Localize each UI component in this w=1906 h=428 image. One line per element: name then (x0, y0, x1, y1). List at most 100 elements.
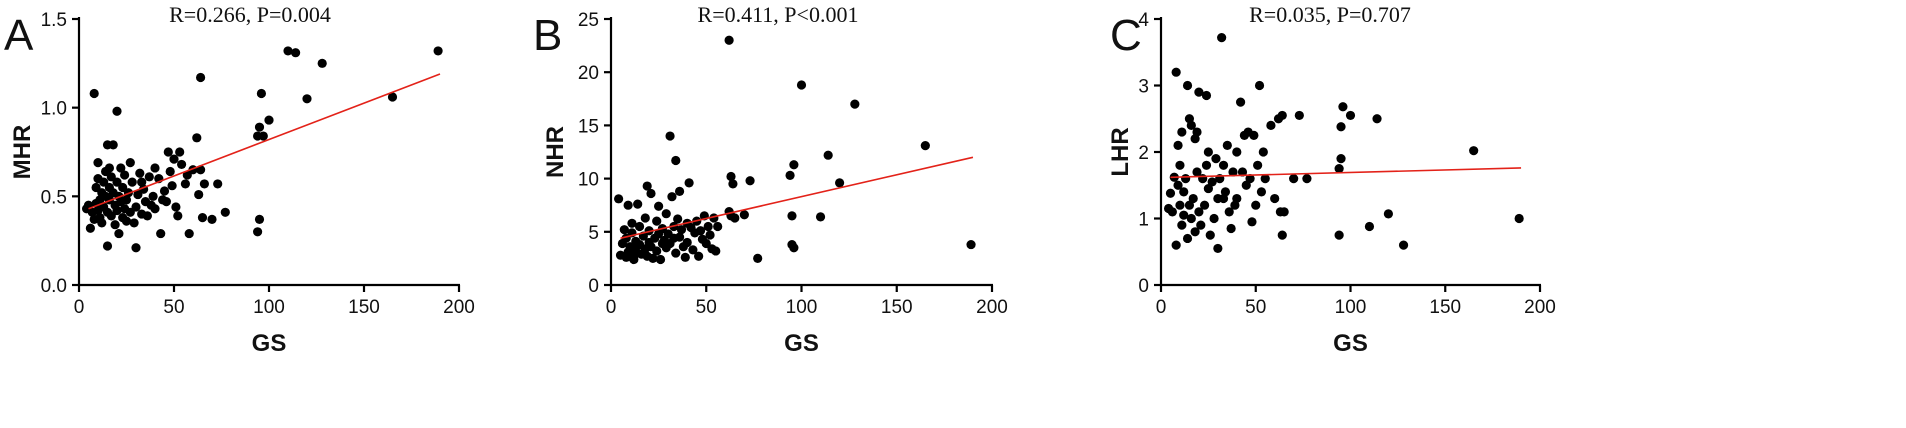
data-point (302, 94, 312, 104)
data-point (646, 188, 656, 199)
data-point (1218, 160, 1229, 170)
data-point (674, 186, 685, 196)
data-point (1199, 200, 1210, 210)
data-point (1196, 220, 1206, 230)
data-point (1188, 193, 1198, 204)
data-point (131, 243, 141, 253)
data-point (1224, 207, 1234, 217)
data-point (131, 202, 141, 212)
data-point (104, 163, 114, 173)
data-point (850, 99, 860, 109)
data-point (121, 216, 132, 226)
data-point (1514, 213, 1524, 224)
data-point (614, 194, 624, 204)
data-point (150, 163, 160, 173)
data-point (1192, 167, 1202, 177)
data-point (258, 131, 268, 141)
x-axis-title: GS (784, 330, 819, 357)
data-point (1211, 154, 1221, 164)
data-point (713, 221, 723, 232)
data-point (785, 170, 795, 181)
data-point (682, 237, 692, 248)
data-point (1192, 127, 1202, 137)
data-point (264, 115, 274, 125)
y-axis-title: LHR (1107, 127, 1134, 176)
y-tick-label: 0 (588, 276, 599, 297)
data-point (1270, 193, 1280, 204)
data-point (652, 246, 662, 256)
y-tick-label: 25 (578, 10, 599, 31)
data-point (254, 122, 265, 132)
data-point (1201, 90, 1212, 101)
data-point (739, 210, 749, 220)
data-point (1294, 110, 1304, 121)
y-tick-label: 0 (1138, 276, 1149, 297)
data-point (1201, 160, 1212, 170)
x-tick-label: 200 (443, 297, 475, 318)
x-tick-label: 150 (348, 297, 380, 318)
x-tick-label: 0 (74, 297, 85, 318)
data-point (789, 243, 799, 253)
x-tick-label: 50 (696, 297, 717, 318)
data-point (110, 220, 120, 230)
data-point (694, 251, 704, 261)
data-point (167, 181, 177, 191)
data-point (1266, 120, 1276, 130)
data-point (120, 170, 130, 180)
data-point (1364, 221, 1375, 232)
data-point (85, 223, 95, 233)
data-point (121, 195, 132, 205)
data-point (745, 176, 755, 186)
y-tick-label: 15 (578, 116, 599, 137)
data-point (1469, 146, 1479, 156)
data-point (1173, 140, 1183, 150)
data-point (135, 168, 145, 178)
data-point (1194, 207, 1204, 217)
data-point (1254, 80, 1265, 91)
data-point (1173, 180, 1183, 190)
data-point (823, 150, 833, 160)
data-point (199, 179, 209, 189)
data-point (671, 248, 681, 258)
x-tick-label: 0 (1156, 297, 1167, 318)
data-point (1194, 87, 1204, 97)
data-point (184, 228, 194, 239)
data-point (1186, 213, 1196, 224)
data-point (1209, 213, 1219, 224)
y-tick-label: 2 (1138, 143, 1149, 164)
data-point (89, 88, 99, 99)
stat-annotation: R=0.411, P<0.001 (698, 2, 859, 27)
data-point (127, 177, 137, 187)
y-tick-label: 20 (578, 63, 599, 84)
data-point (648, 253, 658, 263)
data-point (156, 228, 166, 239)
data-point (623, 200, 633, 210)
data-point (165, 166, 175, 177)
data-point (724, 35, 734, 45)
data-point (194, 189, 204, 200)
data-point (726, 171, 736, 182)
data-point (102, 241, 113, 251)
data-point (220, 207, 230, 217)
data-point (789, 160, 799, 170)
data-point (1398, 240, 1409, 250)
data-point (1220, 187, 1231, 197)
data-point (671, 155, 681, 166)
data-point (644, 226, 654, 236)
data-point (150, 204, 160, 214)
data-point (144, 172, 154, 182)
data-point (634, 221, 645, 232)
data-point (728, 179, 738, 189)
data-point (703, 221, 713, 232)
data-point (815, 212, 826, 222)
data-point (1338, 102, 1348, 112)
data-point (665, 131, 675, 141)
data-point (1277, 110, 1287, 121)
data-point (1177, 220, 1187, 230)
data-point (159, 186, 170, 196)
y-tick-label: 10 (578, 170, 599, 191)
data-point (97, 218, 107, 228)
data-point (1289, 174, 1299, 184)
data-point (1256, 187, 1267, 197)
